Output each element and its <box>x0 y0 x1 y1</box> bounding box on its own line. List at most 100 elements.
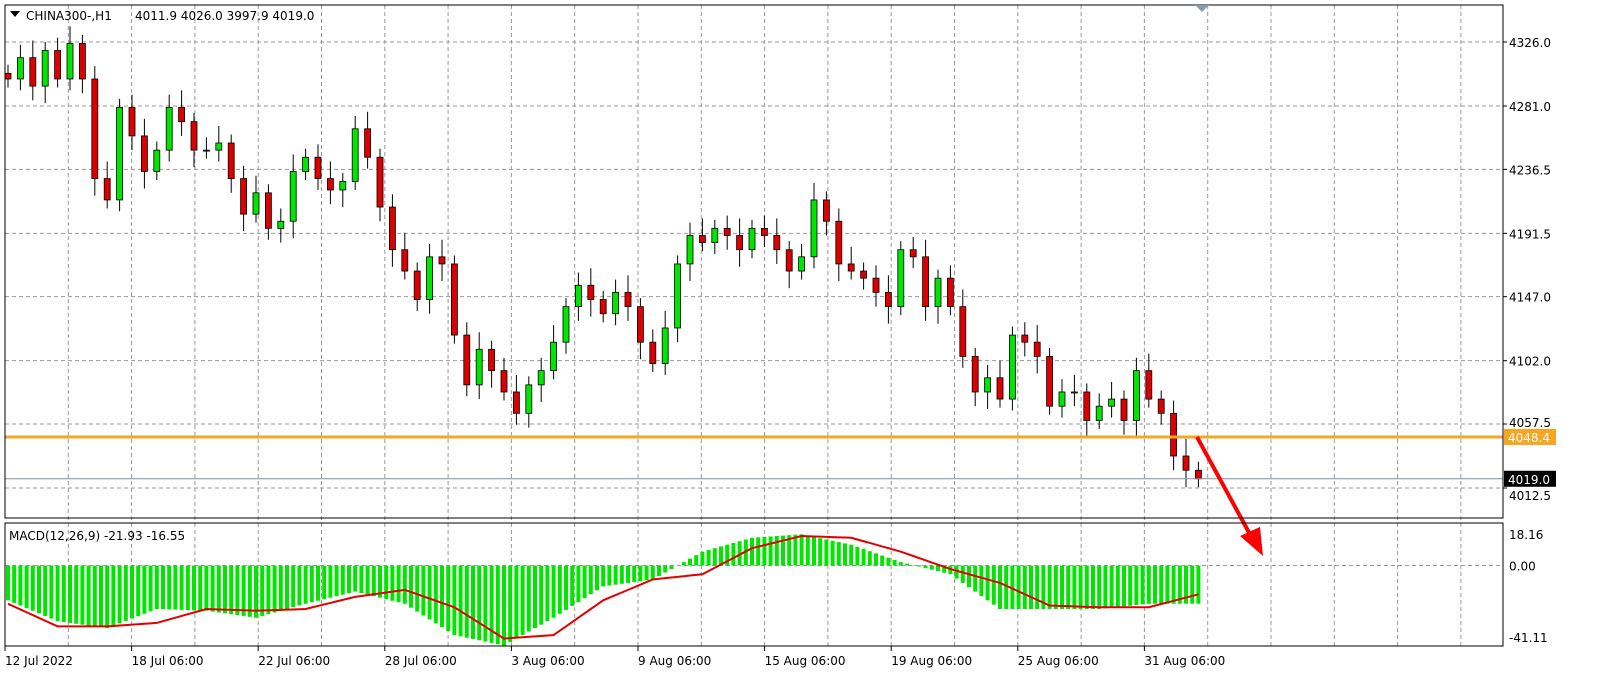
candle-body <box>277 220 285 229</box>
macd-histogram-bar <box>867 551 872 566</box>
candle <box>326 161 334 205</box>
macd-histogram-bar <box>427 565 432 620</box>
macd-histogram-bar <box>291 565 296 608</box>
candle <box>413 262 421 311</box>
candle <box>971 347 979 407</box>
macd-histogram-bar <box>1196 565 1201 604</box>
macd-histogram-bar <box>1190 565 1195 604</box>
candle <box>872 265 880 307</box>
candle-body <box>959 306 967 357</box>
candle <box>959 289 967 368</box>
candle-body <box>612 291 619 315</box>
macd-histogram-bar <box>1041 565 1046 610</box>
macd-histogram-bar <box>917 565 922 567</box>
y-tick-label: 4281.0 <box>1509 100 1551 114</box>
macd-histogram-bar <box>719 546 723 566</box>
candle-body <box>674 263 681 329</box>
macd-histogram-bar <box>638 565 643 582</box>
candle <box>388 194 396 267</box>
macd-histogram-bar <box>365 565 370 595</box>
candle-body <box>128 107 136 137</box>
macd-histogram-bar <box>1184 565 1188 604</box>
candle <box>66 26 74 91</box>
candle-body <box>562 306 570 343</box>
x-tick-label: 12 Jul 2022 <box>5 654 73 668</box>
candle-body <box>1145 370 1153 400</box>
macd-signal-line <box>7 535 1199 640</box>
time-axis: 12 Jul 2022 18 Jul 06:00 22 Jul 06:00 28 Ju… <box>4 646 1225 668</box>
macd-histogram-bar <box>1053 565 1058 610</box>
candle <box>947 265 954 316</box>
ohlc-label: 4011.9 4026.0 3997.9 4019.0 <box>135 9 314 23</box>
candle-body <box>190 121 198 151</box>
candle-body <box>909 249 917 258</box>
candle <box>575 272 582 321</box>
macd-histogram-bar <box>37 565 41 614</box>
candle <box>165 94 173 162</box>
macd-histogram-bar <box>446 565 451 632</box>
macd-histogram-bar <box>1128 565 1133 606</box>
candle-body <box>376 156 384 208</box>
candle <box>984 364 991 410</box>
macd-histogram-bar <box>1122 565 1126 607</box>
candle-body <box>463 334 471 386</box>
candle <box>798 244 805 280</box>
macd-histogram-bar <box>173 565 178 610</box>
candle-body <box>537 370 545 386</box>
candle-body <box>401 249 409 272</box>
macd-histogram-bar <box>340 565 345 595</box>
candle-body <box>202 149 210 152</box>
candle <box>922 239 929 321</box>
macd-histogram-bar <box>632 565 637 583</box>
candle <box>54 37 61 88</box>
macd-histogram-bar <box>55 565 60 622</box>
candle-body <box>1033 341 1041 357</box>
candle <box>79 34 86 94</box>
dropdown-triangle-icon[interactable] <box>10 11 20 17</box>
macd-histogram-bar <box>142 565 147 614</box>
macd-histogram-bar <box>204 565 209 611</box>
candle-body <box>934 277 942 308</box>
macd-histogram-bar <box>892 559 897 566</box>
macd-histogram-bar <box>929 565 934 570</box>
candle <box>624 275 632 321</box>
macd-histogram-bar <box>520 565 525 636</box>
candle <box>525 376 533 428</box>
macd-histogram-bar <box>508 565 513 643</box>
candle <box>339 172 347 208</box>
candle <box>500 357 508 401</box>
candle <box>1145 353 1153 408</box>
macd-histogram-bar <box>787 535 792 566</box>
candle <box>264 184 272 240</box>
candle-body <box>289 171 297 222</box>
candle-body <box>426 256 434 300</box>
macd-histogram-bar <box>229 565 234 615</box>
macd-histogram-bar <box>688 558 692 566</box>
candle-body <box>637 306 644 343</box>
candle-body <box>66 43 74 80</box>
candle <box>289 154 297 239</box>
macd-histogram-bar <box>613 565 618 585</box>
macd-histogram-bar <box>514 565 519 639</box>
macd-histogram-bar <box>644 565 649 581</box>
macd-histogram-bar <box>223 565 227 614</box>
candle <box>438 239 446 282</box>
macd-histogram-bar <box>960 565 965 583</box>
shift-marker-icon[interactable] <box>1195 5 1209 12</box>
x-tick-label: 19 Aug 06:00 <box>891 654 972 668</box>
candle-body <box>897 249 905 308</box>
y-tick-label: 4012.5 <box>1509 489 1551 503</box>
candle-body <box>1058 391 1066 407</box>
candle <box>1095 393 1103 429</box>
macd-histogram-bar <box>1165 565 1170 604</box>
candle-body <box>252 192 260 215</box>
candle-body <box>79 43 86 80</box>
macd-histogram-bar <box>378 565 382 598</box>
macd-histogram-bar <box>359 565 364 594</box>
macd-histogram-bar <box>712 548 717 566</box>
macd-histogram-bar <box>1159 565 1164 604</box>
macd-histogram-bar <box>725 544 730 566</box>
x-tick-label: 31 Aug 06:00 <box>1144 654 1225 668</box>
